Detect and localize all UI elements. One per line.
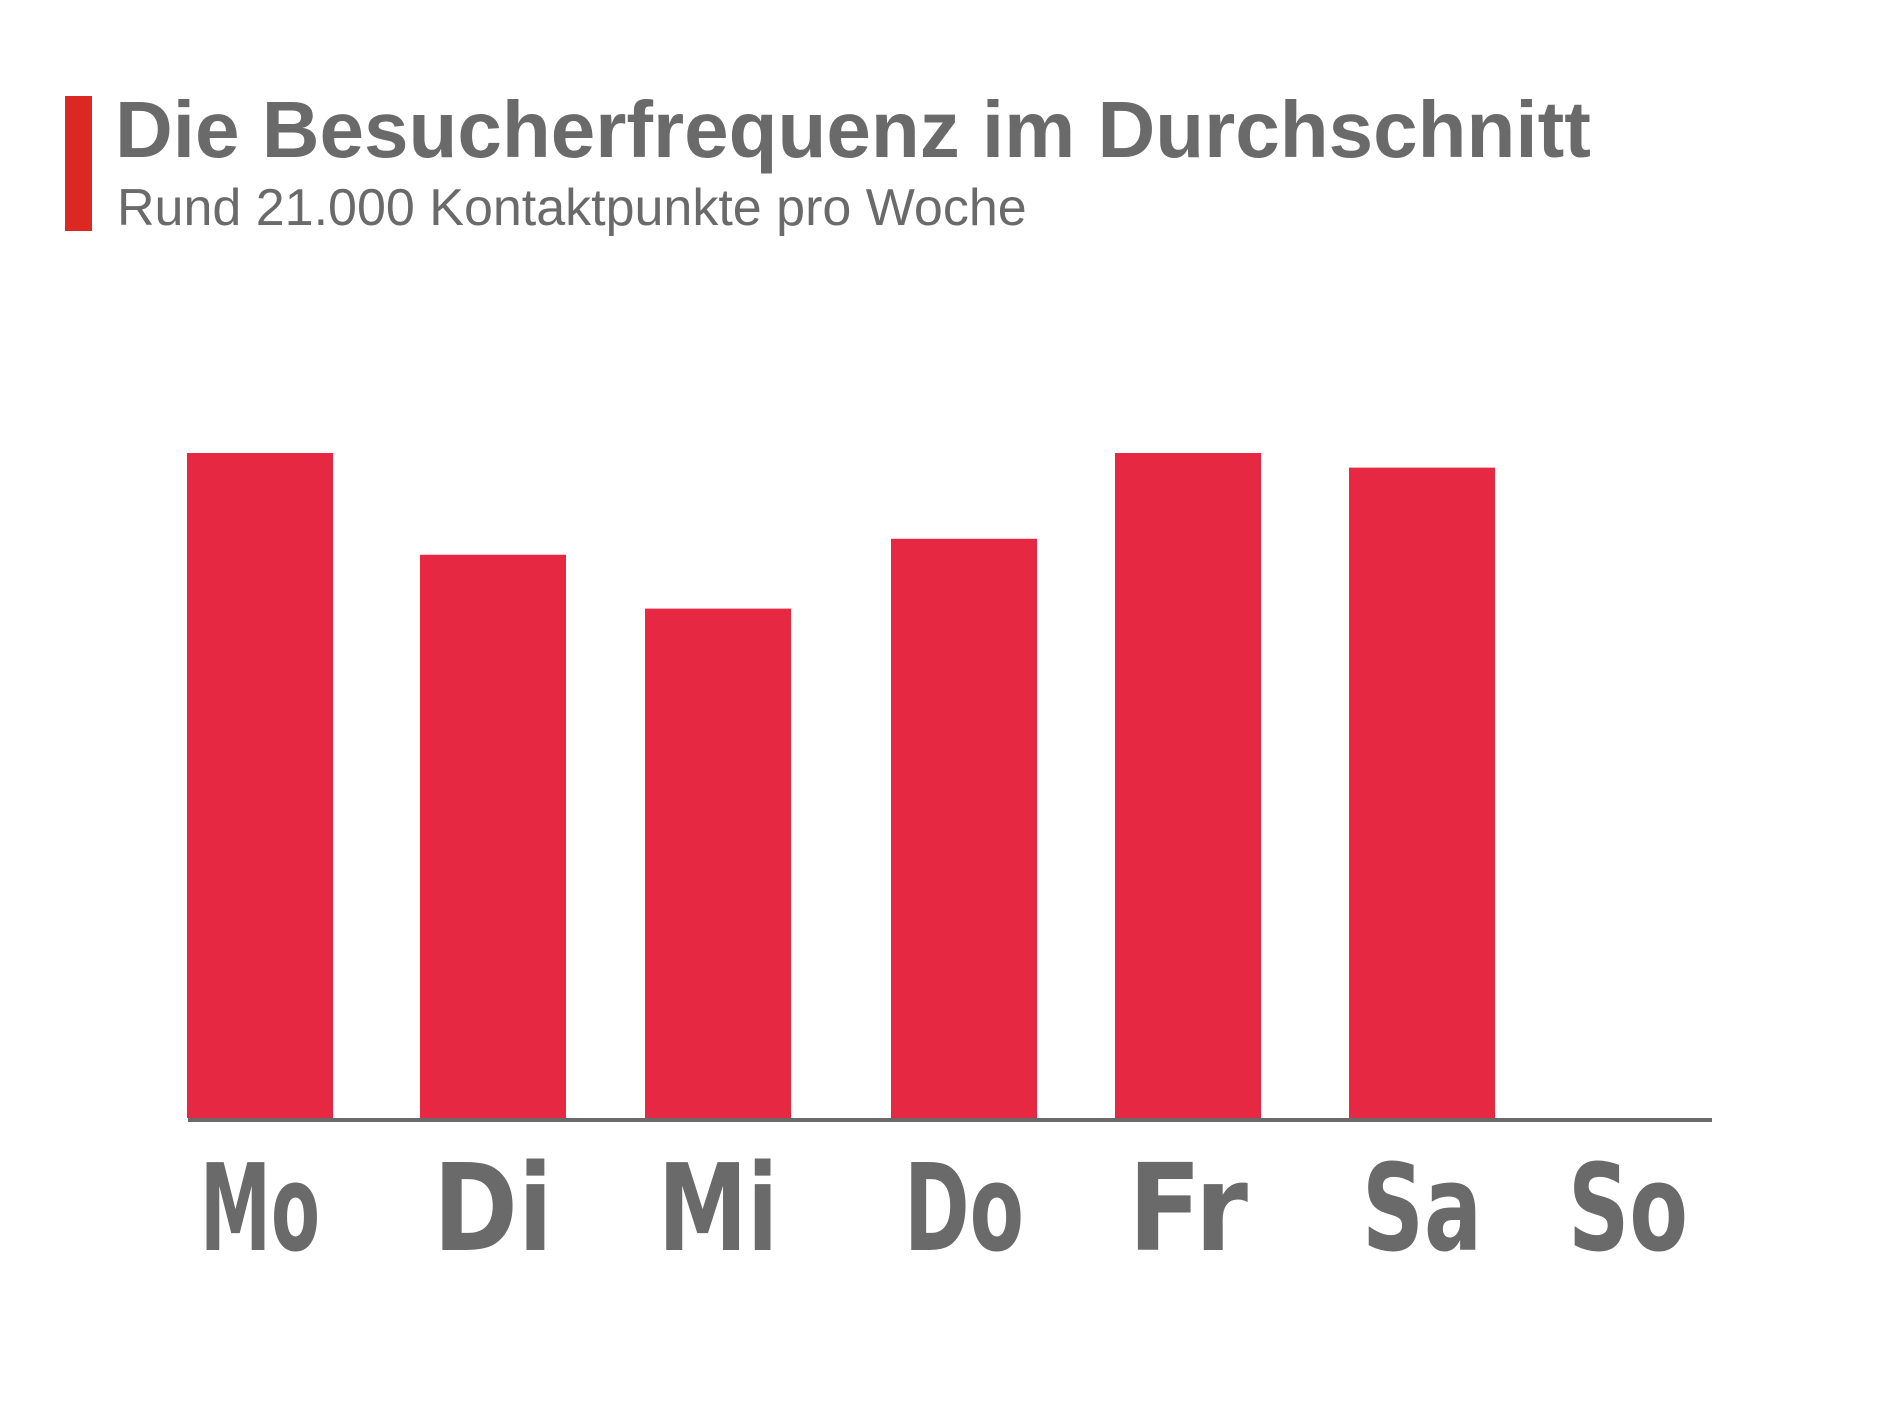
title-accent-bar <box>65 96 92 231</box>
chart-subtitle: Rund 21.000 Kontaktpunkte pro Woche <box>117 179 1027 237</box>
tick-label-sa: Sa <box>1362 1140 1482 1279</box>
tick-label-so: So <box>1568 1140 1688 1279</box>
bar-fr <box>1115 453 1261 1118</box>
bars-group <box>187 453 1495 1118</box>
tick-label-mo: Mo <box>200 1140 320 1279</box>
chart-title: Die Besucherfrequenz im Durchschnitt <box>115 85 1591 174</box>
tick-label-fr: Fr <box>1128 1140 1248 1279</box>
tick-label-mi: Mi <box>658 1140 778 1279</box>
bar-mi <box>645 608 791 1118</box>
tick-label-di: Di <box>433 1140 553 1279</box>
bar-mo <box>187 453 333 1118</box>
bar-di <box>420 554 566 1118</box>
bar-do <box>891 538 1037 1118</box>
bar-sa <box>1349 467 1495 1118</box>
tick-labels-group: Mo Di Mi Do Fr Sa So <box>200 1140 1688 1279</box>
tick-label-do: Do <box>904 1140 1024 1279</box>
